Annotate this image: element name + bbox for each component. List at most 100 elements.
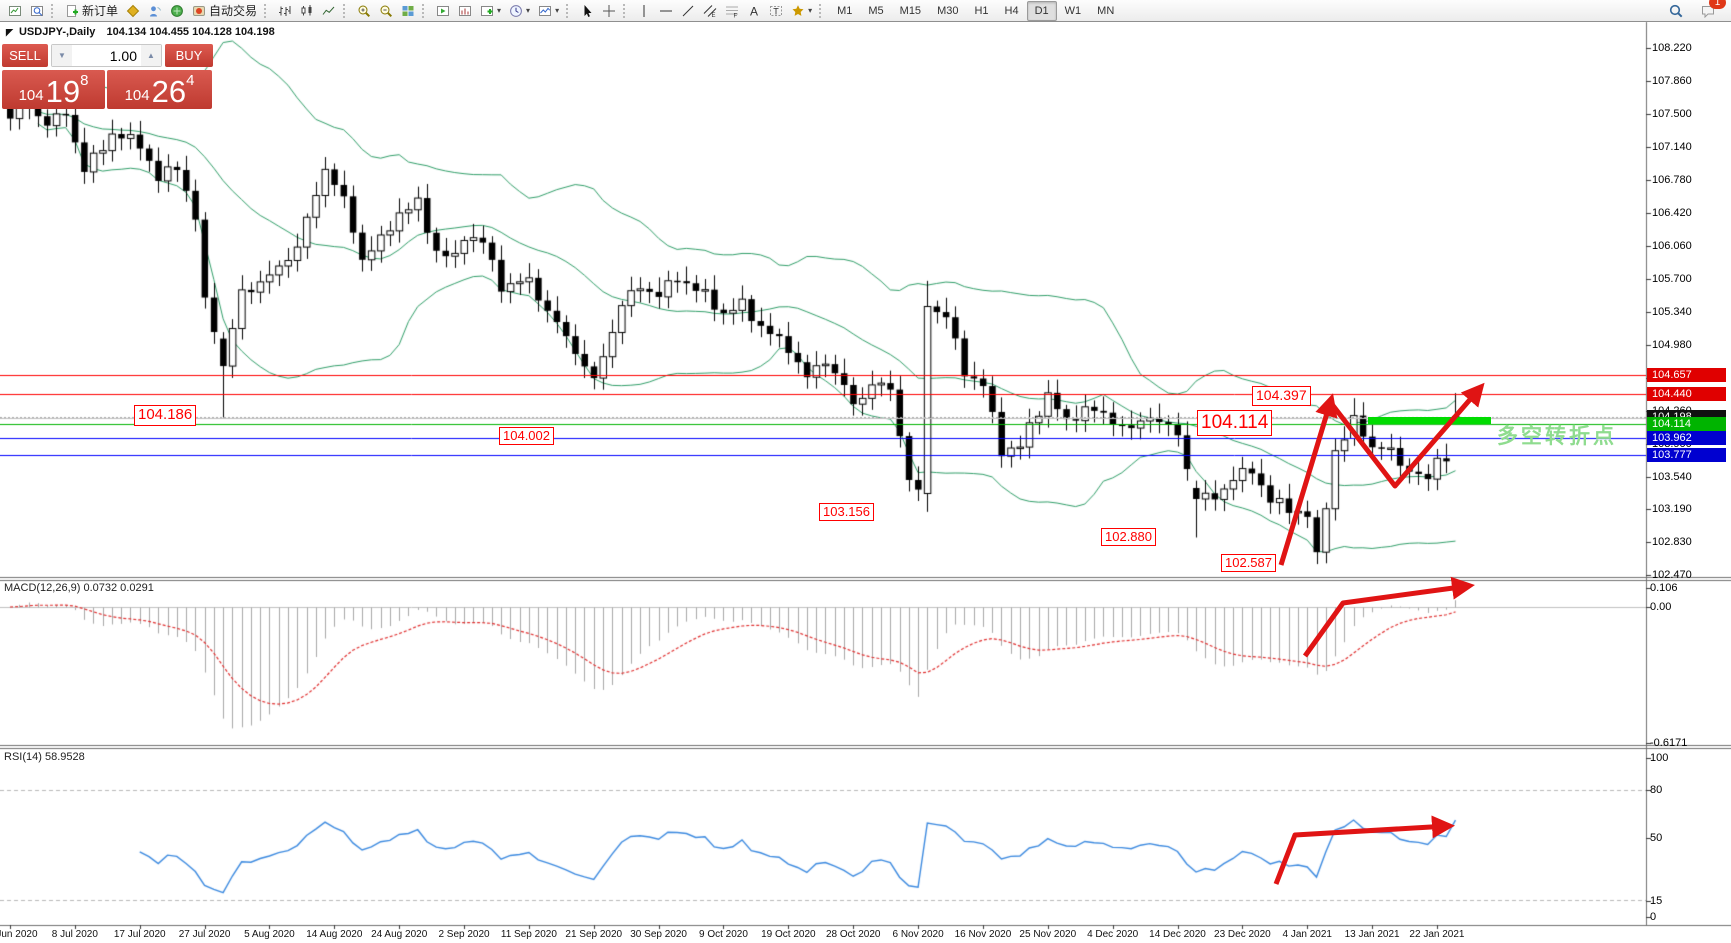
toolbar-group-zoom (353, 0, 419, 22)
text-label-button[interactable]: T (765, 1, 787, 21)
sell-price-sup: 8 (80, 72, 89, 89)
indicators-button[interactable]: ▾ (476, 1, 505, 21)
sell-price-prefix: 104 (18, 87, 44, 104)
toolbar-group-files (4, 0, 48, 22)
auto-trading-icon (193, 5, 206, 16)
timeframe-m5-button[interactable]: M5 (868, 4, 884, 17)
toolbar-group-pointer (576, 0, 620, 22)
fibonacci-icon: F (726, 6, 739, 18)
volume-stepper: ▼ ▲ (51, 44, 162, 67)
horizontal-line-icon (660, 10, 673, 11)
channel-button[interactable]: E (699, 1, 721, 21)
zoom-out-icon (380, 5, 393, 17)
sell-price-display[interactable]: 104 19 8 (2, 70, 105, 109)
zoom-in-button[interactable] (353, 1, 375, 21)
market-watch-button[interactable] (122, 1, 144, 21)
chevron-down-icon: ▾ (808, 5, 813, 15)
timeframe-d1-button[interactable]: D1 (1026, 0, 1057, 21)
templates-icon (539, 5, 552, 16)
timeframe-h4-button[interactable]: H4 (1004, 4, 1019, 17)
crosshair-icon (603, 4, 616, 17)
timeframe-mn-button[interactable]: MN (1097, 4, 1115, 17)
symbol-ohlc: 104.134 104.455 104.128 104.198 (106, 26, 275, 38)
new-order-button[interactable]: 新订单 (61, 1, 122, 21)
shapes-button[interactable]: ▾ (787, 1, 816, 21)
toolbar-group-chart-type (274, 0, 340, 22)
svg-text:A: A (750, 4, 758, 18)
sell-price-big: 19 (45, 74, 81, 109)
bar-chart-button[interactable] (274, 1, 296, 21)
macd-indicator-title: MACD(12,26,9) 0.0732 0.0291 (4, 582, 154, 594)
connection-button[interactable] (166, 1, 188, 21)
strategy-tester-button[interactable] (432, 1, 454, 21)
new-chart-button[interactable] (4, 1, 26, 21)
search-button[interactable] (1665, 1, 1687, 21)
signals-button[interactable] (144, 1, 166, 21)
candle-chart-button[interactable] (296, 1, 318, 21)
zoom-in-icon (358, 5, 371, 17)
toolbar-separator (422, 3, 429, 18)
chart-shift-icon (459, 5, 472, 16)
strategy-tester-icon (437, 5, 450, 16)
turning-point-annotation-text[interactable]: 多空转折点 (1497, 425, 1617, 448)
chart-shift-button[interactable] (454, 1, 476, 21)
new-order-label: 新订单 (82, 4, 119, 18)
toolbar-separator (623, 3, 630, 18)
volume-input[interactable] (72, 45, 141, 66)
symbol-name: USDJPY-,Daily (18, 26, 96, 38)
fibonacci-button[interactable]: F (721, 1, 743, 21)
chevron-down-icon: ▾ (555, 5, 560, 15)
tile-windows-button[interactable] (397, 1, 419, 21)
toolbar-separator (819, 3, 826, 18)
toolbar-group-windows: ▾ ▾ ▾ (432, 0, 563, 22)
text-icon: A (750, 4, 758, 18)
svg-text:E: E (712, 13, 716, 18)
cursor-icon (584, 4, 592, 17)
svg-text:T: T (773, 6, 779, 16)
indicators-icon (481, 5, 494, 16)
buy-price-prefix: 104 (124, 87, 150, 104)
horizontal-line-button[interactable] (655, 1, 677, 21)
timeframe-group: M1 M5 M15 M30 H1 H4 D1 W1 MN (829, 0, 1122, 22)
buy-button[interactable]: BUY (165, 44, 213, 67)
timeframe-m15-button[interactable]: M15 (899, 4, 922, 17)
crosshair-button[interactable] (598, 1, 620, 21)
buy-price-sup: 4 (186, 72, 195, 89)
data-window-icon (31, 5, 43, 16)
timeframe-h1-button[interactable]: H1 (974, 4, 989, 17)
buy-price-display[interactable]: 104 26 4 (107, 70, 212, 109)
line-chart-button[interactable] (318, 1, 340, 21)
periods-button[interactable]: ▾ (505, 1, 534, 21)
text-label-icon: T (770, 5, 783, 16)
new-chart-icon (9, 5, 21, 16)
cursor-button[interactable] (576, 1, 598, 21)
toolbar-group-objects: E F A T ▾ (633, 0, 816, 22)
timeframe-w1-button[interactable]: W1 (1064, 4, 1082, 17)
signals-icon (150, 5, 161, 16)
sell-button[interactable]: SELL (2, 44, 48, 67)
bar-chart-icon (279, 5, 291, 16)
toolbar-group-trade: 新订单 自动交易 (61, 0, 261, 22)
chevron-down-icon: ▾ (497, 5, 502, 15)
trendline-button[interactable] (677, 1, 699, 21)
auto-trading-button[interactable]: 自动交易 (188, 1, 261, 21)
vertical-line-icon (643, 4, 645, 17)
data-window-button[interactable] (26, 1, 48, 21)
search-icon (1669, 4, 1683, 17)
candle-chart-icon (301, 4, 312, 15)
timeframe-m30-button[interactable]: M30 (937, 4, 959, 17)
highlight-bar-annotation[interactable] (1368, 417, 1491, 424)
text-button[interactable]: A (743, 1, 765, 21)
tile-windows-icon (402, 5, 414, 16)
templates-button[interactable]: ▾ (534, 1, 563, 21)
symbol-marker-icon: ◤ (6, 27, 13, 37)
timeframe-m1-button[interactable]: M1 (837, 4, 853, 17)
chat-unread-badge: 1 (1709, 0, 1726, 9)
vertical-line-button[interactable] (633, 1, 655, 21)
volume-increase-button[interactable]: ▲ (141, 45, 161, 66)
volume-decrease-button[interactable]: ▼ (52, 45, 72, 66)
chat-button[interactable]: 1 (1697, 0, 1726, 21)
zoom-out-button[interactable] (375, 1, 397, 21)
